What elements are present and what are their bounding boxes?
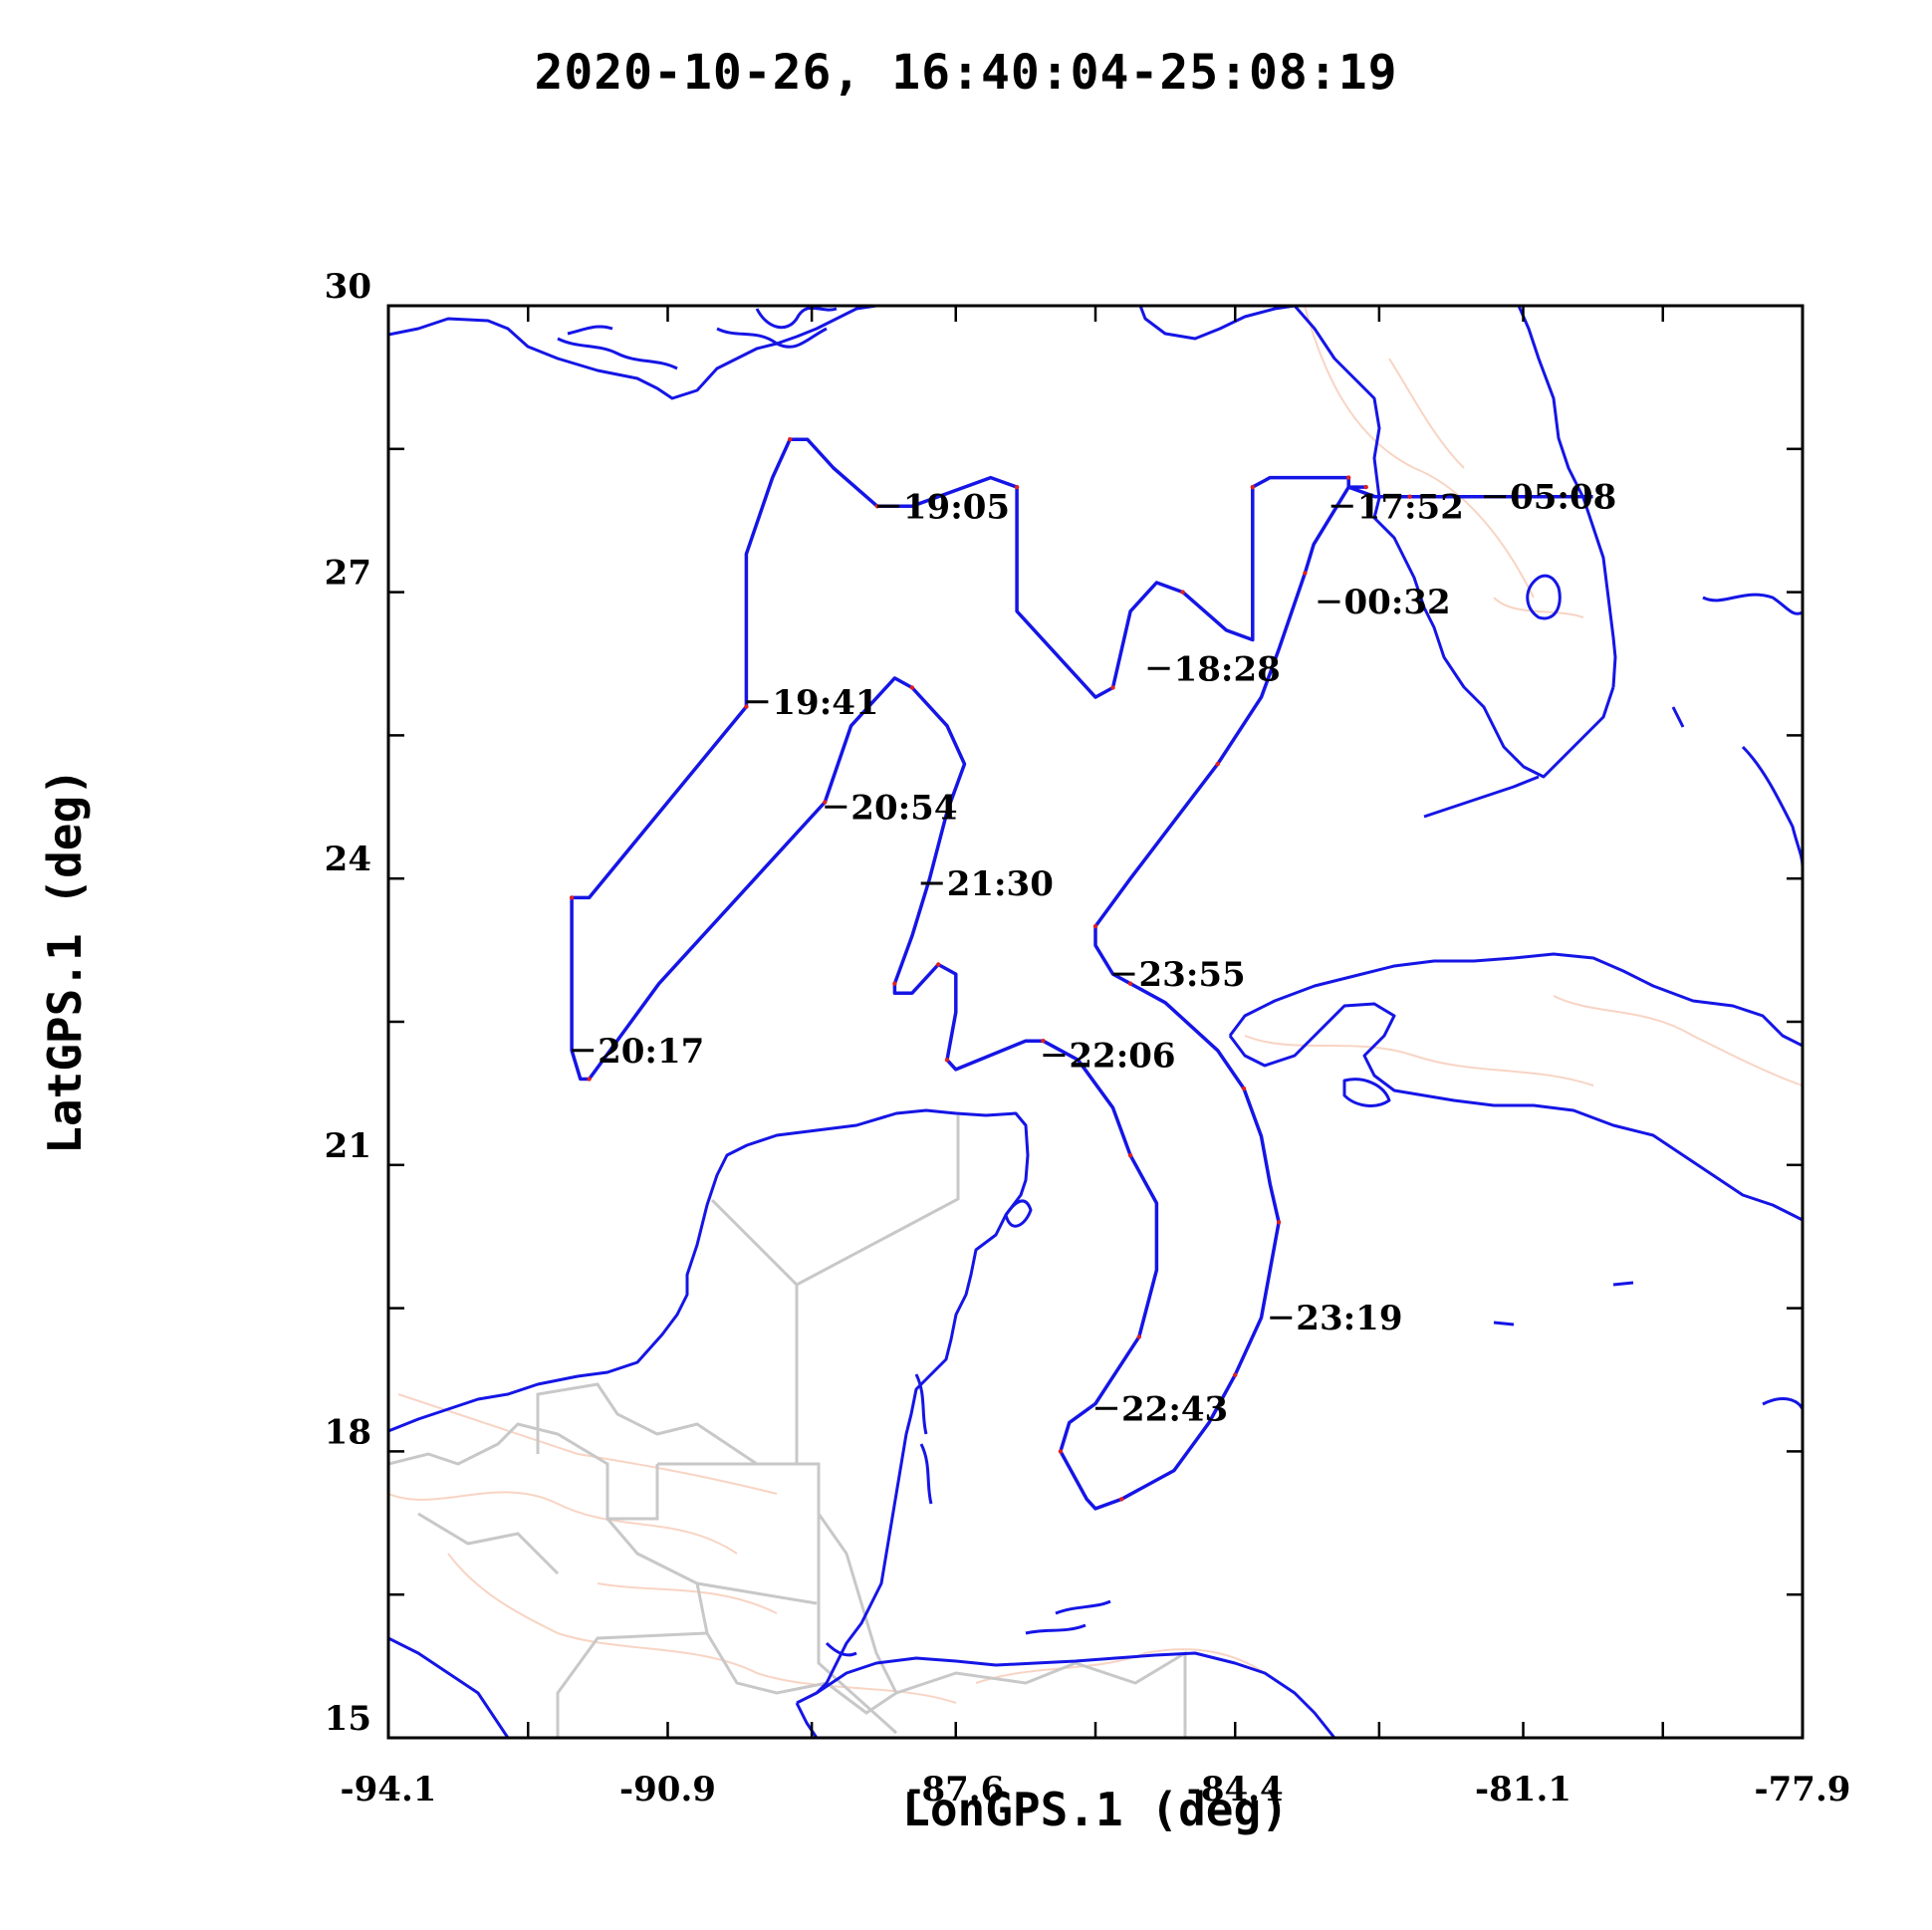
track-mark [909,685,915,690]
track-mark [823,800,828,805]
track-mark [1303,571,1308,576]
time-annotation: 17:52 [1330,487,1464,527]
track-mark [1407,494,1412,499]
coastlines [388,306,1803,1738]
time-annotation: 00:32 [1318,583,1451,622]
x-axis-label: LonGPS.1 (deg) [902,1783,1289,1836]
track-mark [1127,981,1133,986]
track-mark [1110,685,1115,690]
time-annotation: 22:06 [1043,1037,1176,1077]
track-mark [788,437,793,442]
x-tick-label: -87.6 [907,1770,1004,1809]
time-annotation: 20:54 [825,788,957,828]
time-annotation: 19:05 [876,487,1010,527]
time-annotation: 22:43 [1095,1389,1228,1429]
y-tick-label: 30 [325,267,371,307]
annotation-label: 23:19 [1296,1299,1402,1338]
track-mark [1041,1039,1046,1044]
annotation-label: 17:52 [1357,487,1464,527]
y-tick-label: 21 [325,1126,371,1166]
track-mark [1233,1372,1238,1377]
track-mark [944,809,950,815]
annotation-label: 05:08 [1510,478,1616,518]
annotation-label: 19:05 [903,487,1010,527]
track-mark [1058,1449,1064,1454]
time-annotation: 23:55 [1112,955,1246,995]
y-tick-label: 15 [325,1699,371,1739]
track-mark [1363,484,1368,490]
annotation-label: 20:17 [598,1032,704,1072]
river-lines [388,306,1803,1704]
plot-area [388,306,1803,1738]
track-mark [1276,1220,1282,1225]
track-mark [1119,1497,1124,1502]
track-mark [936,962,941,967]
annotation-label: 19:41 [772,683,878,723]
x-tick-label: -84.4 [1187,1770,1284,1809]
y-axis-tick-labels: 15 18 21 24 27 30 [325,267,371,1739]
y-tick-label: 18 [325,1412,371,1452]
axis-ticks [386,304,1805,1740]
track-mark [569,895,575,900]
track-mark [1136,1334,1142,1339]
time-annotation: 23:19 [1270,1299,1402,1338]
x-axis-tick-labels: -94.1 -90.9 -87.6 -84.4 -81.1 -77.9 [341,1770,1851,1809]
time-annotation: 18:28 [1147,649,1281,689]
x-tick-label: -77.9 [1755,1770,1851,1809]
time-annotation: 21:30 [920,864,1054,904]
flight-track-line [570,437,1593,1511]
x-tick-label: -90.9 [619,1770,716,1809]
time-annotations: 19:05 17:52 05:08 00:32 18:28 19:41 20:54 21:30… [572,478,1616,1429]
track-mark [944,1058,950,1063]
track-mark [892,981,897,986]
x-tick-label: -94.1 [341,1770,437,1809]
time-annotation: 20:17 [572,1032,704,1072]
time-annotation: 19:41 [746,683,879,723]
annotation-label: 23:55 [1139,955,1246,995]
flight-track-marks [569,437,1412,1502]
y-axis-label: LatGPS.1 (deg) [38,768,92,1154]
annotation-label: 22:06 [1069,1037,1175,1077]
track-mark [1092,923,1098,929]
track-mark [744,704,749,709]
y-tick-label: 27 [325,554,371,594]
annotation-label: 20:54 [850,788,957,828]
track-mark [1250,484,1256,490]
track-mark [1346,475,1351,480]
track-mark [1127,1153,1133,1158]
track-mark [587,1077,592,1082]
annotation-label: 00:32 [1344,583,1451,622]
annotation-label: 21:30 [947,864,1054,904]
time-annotation: 05:08 [1484,478,1616,518]
track-mark [1180,590,1185,595]
plot-title: 2020-10-26, 16:40:04-25:08:19 [534,45,1398,101]
track-mark [1241,1086,1247,1091]
x-tick-label: -81.1 [1475,1770,1571,1809]
annotation-label: 22:43 [1121,1389,1228,1429]
country-borders [388,1115,1187,1738]
annotation-label: 18:28 [1174,649,1281,689]
track-mark [1215,762,1220,767]
y-tick-label: 24 [325,840,371,879]
track-mark [1014,484,1020,490]
